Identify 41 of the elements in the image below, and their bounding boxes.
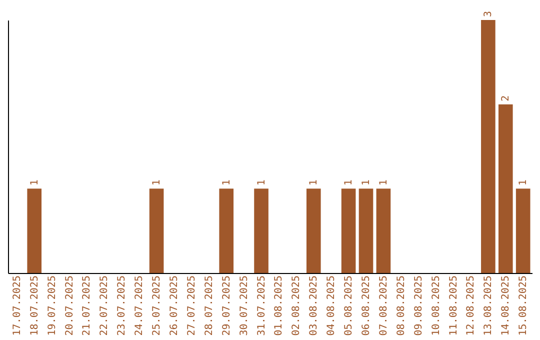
x-tick-label: 21.07.2025	[82, 276, 93, 336]
x-tick-label: 27.07.2025	[186, 276, 198, 336]
x-tick-label: 19.07.2025	[46, 276, 58, 336]
x-tick-label: 17.07.2025	[12, 276, 23, 336]
data-label: 2	[500, 95, 512, 102]
data-label: 3	[483, 10, 494, 17]
x-tick-label: 28.07.2025	[204, 276, 215, 336]
x-tick-label: 13.08.2025	[483, 276, 494, 336]
x-tick-label: 04.08.2025	[326, 276, 338, 336]
x-tick-label: 05.08.2025	[344, 276, 355, 336]
data-label: 1	[29, 180, 40, 186]
x-tick-label: 20.07.2025	[64, 276, 76, 336]
x-tick-label: 24.07.2025	[134, 276, 146, 336]
data-label: 1	[308, 180, 320, 186]
x-tick-label: 30.07.2025	[238, 276, 250, 336]
data-label: 1	[518, 180, 530, 186]
data-label: 1	[378, 180, 390, 186]
x-tick-label: 12.08.2025	[466, 276, 477, 336]
x-tick-label: 14.08.2025	[500, 276, 512, 336]
x-tick-label: 22.07.2025	[99, 276, 110, 336]
x-tick-label: 01.08.2025	[274, 276, 285, 336]
data-label: 1	[152, 180, 163, 186]
x-tick-label: 31.07.2025	[256, 276, 268, 336]
x-tick-label: 03.08.2025	[308, 276, 320, 336]
x-tick-label: 06.08.2025	[361, 276, 372, 336]
x-tick-label: 26.07.2025	[168, 276, 180, 336]
x-tick-label: 09.08.2025	[413, 276, 424, 336]
x-tick-label: 07.08.2025	[378, 276, 390, 336]
data-label: 1	[361, 180, 372, 186]
x-tick-label: 18.07.2025	[29, 276, 40, 336]
x-tick-label: 02.08.2025	[291, 276, 302, 336]
data-label: 1	[221, 180, 232, 186]
x-tick-label: 08.08.2025	[396, 276, 407, 336]
x-tick-label: 29.07.2025	[221, 276, 232, 336]
x-tick-label: 10.08.2025	[430, 276, 442, 336]
x-tick-label: 23.07.2025	[116, 276, 128, 336]
x-tick-label: 25.07.2025	[152, 276, 163, 336]
data-label: 1	[256, 180, 268, 186]
data-label: 1	[344, 180, 355, 186]
x-tick-label: 15.08.2025	[518, 276, 530, 336]
x-tick-label: 11.08.2025	[448, 276, 460, 336]
